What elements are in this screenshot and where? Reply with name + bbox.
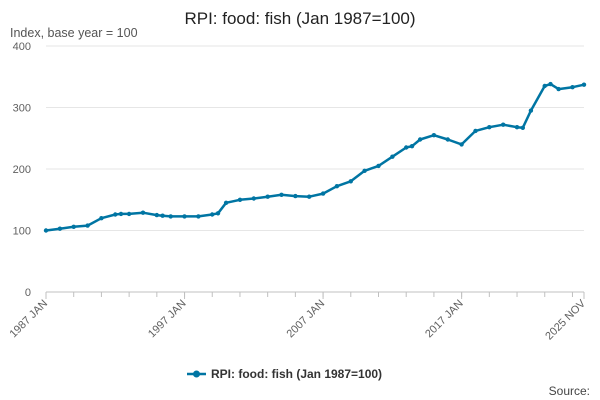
data-point[interactable] (215, 211, 221, 216)
data-point[interactable] (473, 128, 478, 134)
data-point[interactable] (362, 168, 367, 173)
data-point[interactable] (487, 125, 492, 130)
data-point[interactable] (581, 82, 587, 87)
data-point[interactable] (334, 184, 340, 189)
data-point[interactable] (520, 125, 525, 130)
data-point[interactable] (570, 85, 575, 90)
data-point[interactable] (293, 193, 298, 199)
data-point[interactable] (528, 108, 534, 113)
x-axis: 1987 JAN 1997 JAN 2007 JAN 2017 JAN 2025 NOV (7, 291, 589, 342)
x-tick-label: 1997 JAN (146, 298, 189, 341)
chart-title: RPI: food: fish (Jan 1987=100) (184, 9, 415, 28)
chart-subtitle: Index, base year = 100 (10, 26, 138, 40)
legend[interactable]: RPI: food: fish (Jan 1987=100) (187, 367, 382, 381)
data-point[interactable] (223, 200, 229, 205)
data-point[interactable] (556, 86, 561, 92)
data-point[interactable] (118, 211, 124, 217)
data-point[interactable] (417, 137, 423, 142)
data-point[interactable] (196, 214, 201, 219)
data-point[interactable] (409, 144, 415, 149)
data-point[interactable] (542, 83, 547, 89)
y-tick-label: 100 (13, 226, 31, 238)
y-tick-label: 200 (13, 164, 31, 176)
data-point[interactable] (390, 154, 395, 159)
data-point[interactable] (140, 210, 146, 215)
data-point[interactable] (307, 194, 312, 199)
data-point[interactable] (43, 228, 49, 233)
data-point[interactable] (548, 81, 553, 87)
x-tick-label: 2025 NOV (543, 297, 588, 342)
series-layer (43, 81, 587, 233)
data-point[interactable] (71, 224, 76, 229)
legend-label: RPI: food: fish (Jan 1987=100) (211, 367, 382, 381)
data-point[interactable] (210, 212, 215, 217)
data-point[interactable] (320, 191, 326, 196)
data-point[interactable] (376, 163, 381, 169)
data-point[interactable] (501, 122, 506, 127)
data-point[interactable] (514, 125, 520, 130)
data-point[interactable] (160, 213, 165, 218)
data-point[interactable] (168, 214, 173, 219)
data-point[interactable] (85, 223, 90, 228)
y-tick-label: 400 (13, 41, 31, 53)
data-point[interactable] (265, 194, 270, 199)
grid (46, 45, 584, 231)
data-point[interactable] (445, 137, 450, 142)
data-point[interactable] (251, 196, 256, 201)
y-axis: 0 100 200 300 400 (13, 41, 31, 299)
series-line (45, 82, 585, 232)
y-tick-label: 0 (25, 287, 31, 299)
data-point[interactable] (99, 216, 104, 221)
data-point[interactable] (182, 214, 187, 219)
x-tick-label: 2007 JAN (285, 298, 328, 341)
data-point[interactable] (126, 211, 132, 217)
data-point[interactable] (431, 133, 437, 138)
source-label: Source: (549, 384, 590, 398)
data-point[interactable] (459, 142, 464, 147)
data-point[interactable] (57, 226, 63, 231)
y-tick-label: 300 (13, 103, 31, 115)
data-point[interactable] (348, 179, 353, 184)
data-point[interactable] (237, 197, 243, 202)
data-point[interactable] (154, 212, 159, 218)
x-tick-label: 2017 JAN (423, 298, 466, 341)
data-point[interactable] (404, 145, 409, 150)
x-tick-label: 1987 JAN (7, 298, 50, 341)
data-point[interactable] (279, 192, 284, 197)
legend-marker-icon (193, 370, 200, 378)
data-point[interactable] (113, 212, 118, 217)
